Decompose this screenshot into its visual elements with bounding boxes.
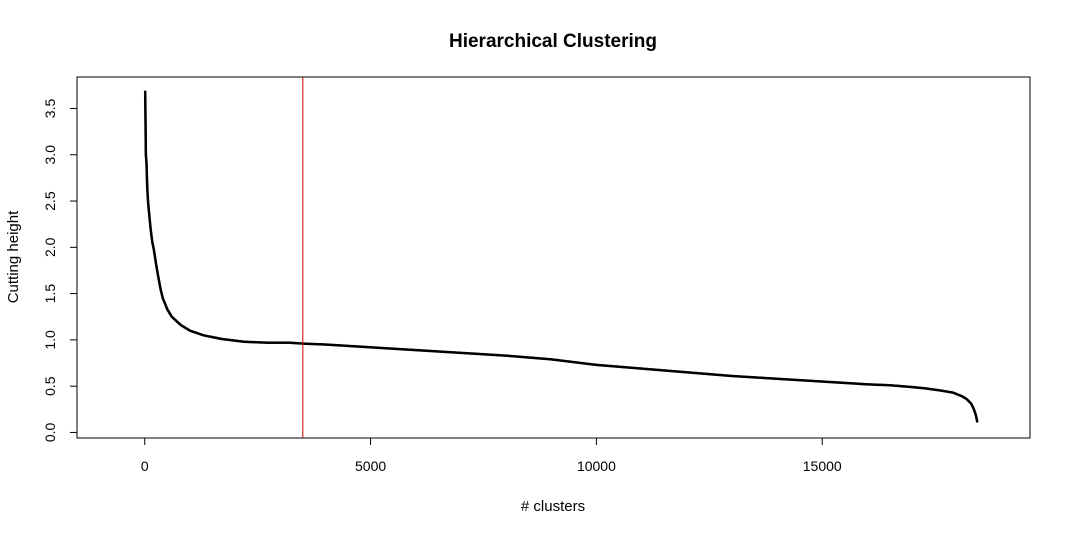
x-tick-label: 5000 — [355, 458, 386, 474]
y-tick-label: 2.0 — [42, 237, 58, 257]
y-tick-label: 3.0 — [42, 145, 58, 165]
chart-title: Hierarchical Clustering — [449, 31, 657, 52]
x-tick-label: 0 — [141, 458, 149, 474]
plot-frame — [76, 76, 1031, 439]
data-points — [143, 90, 979, 423]
data-point — [975, 420, 979, 423]
y-tick-label: 1.0 — [42, 330, 58, 350]
y-tick-label: 0.5 — [42, 376, 58, 396]
y-tick-label: 1.5 — [42, 284, 58, 304]
y-tick-label: 3.5 — [42, 99, 58, 119]
x-tick-label: 10000 — [577, 458, 616, 474]
x-tick-label: 15000 — [803, 458, 842, 474]
y-axis-label: Cutting height — [5, 210, 22, 303]
y-axis: 0.0 0.5 1.0 1.5 2.0 2.5 3.0 3.5 — [42, 99, 78, 443]
y-tick-label: 0.0 — [42, 423, 58, 443]
x-axis-label: # clusters — [521, 498, 585, 515]
x-axis: 0 5000 10000 15000 — [141, 437, 842, 474]
y-tick-label: 2.5 — [42, 191, 58, 211]
